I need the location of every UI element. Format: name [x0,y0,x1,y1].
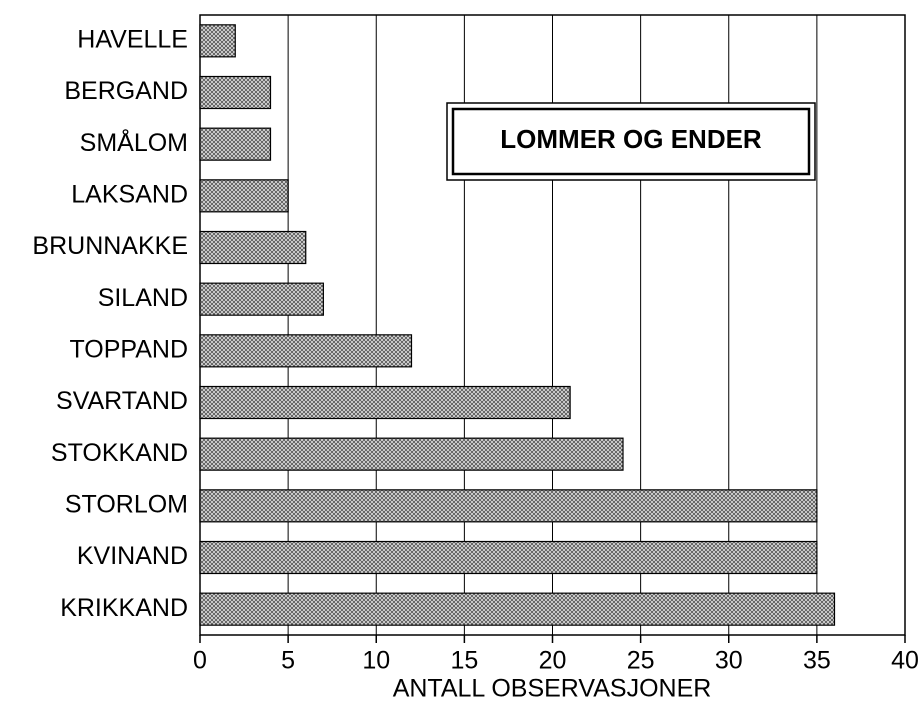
bar [199,179,289,213]
y-tick-label: LAKSAND [71,180,188,208]
y-tick-label: SILAND [98,284,188,312]
y-tick-label: KRIKKAND [60,594,188,622]
y-tick-label: HAVELLE [77,25,188,53]
x-tick-label: 0 [193,647,207,675]
x-tick-label: 5 [281,647,295,675]
bar [199,334,413,368]
bar [199,282,324,316]
y-tick-label: SMÅLOM [80,127,188,157]
x-tick-label: 25 [627,647,655,675]
x-tick-label: 15 [450,647,478,675]
bar [199,75,272,110]
bar [199,230,307,265]
bar [199,127,272,161]
x-tick-label: 20 [539,647,567,675]
y-tick-label: BRUNNAKKE [32,232,188,260]
y-tick-label: SVARTAND [56,387,188,415]
chart-title: LOMMER OG ENDER [500,124,762,154]
x-tick-label: 35 [803,647,831,675]
y-tick-label: KVINAND [77,542,188,570]
bar [199,385,571,420]
x-tick-label: 10 [362,647,390,675]
y-tick-label: BERGAND [64,77,188,105]
x-tick-label: 30 [715,647,743,675]
bar [199,592,836,626]
bar [199,24,236,58]
y-tick-label: STORLOM [65,490,188,518]
bar [199,489,818,523]
y-tick-label: TOPPAND [69,335,188,363]
bar [199,540,818,575]
bar [199,437,624,471]
title-box-inner [451,107,811,176]
x-tick-label: 40 [891,647,919,675]
y-tick-label: STOKKAND [51,439,188,467]
x-axis-label: ANTALL OBSERVASJONER [393,675,712,703]
title-box-outer [446,102,816,181]
